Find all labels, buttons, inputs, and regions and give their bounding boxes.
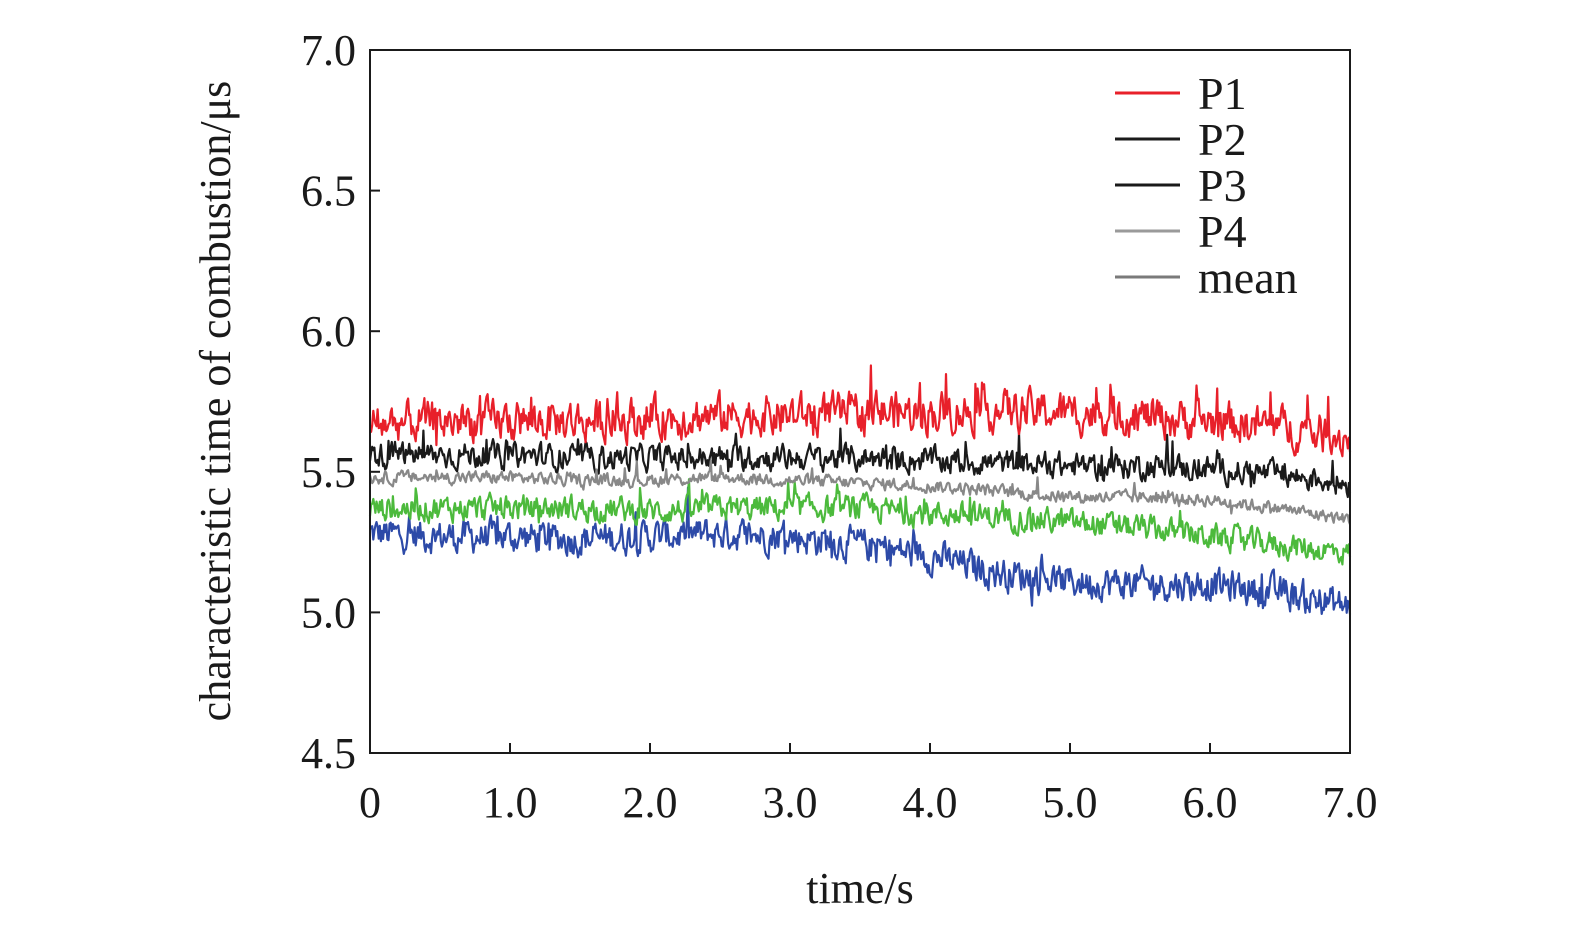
x-axis-ticks: 0 1.0 2.0 3.0 4.0 5.0 6.0 7.0 [359,743,1378,827]
y-axis-title: characteristic time of combustion/μs [191,81,240,722]
legend-label-mean: mean [1198,252,1298,303]
y-tick-label: 4.5 [301,729,356,778]
x-tick-label: 0 [359,778,381,827]
plot-frame [369,49,1351,754]
x-tick-label: 7.0 [1323,778,1378,827]
y-tick-label: 7.0 [301,26,356,75]
y-tick-label: 5.0 [301,588,356,637]
legend-label-p3: P3 [1198,160,1247,211]
x-tick-label: 2.0 [623,778,678,827]
x-tick-label: 3.0 [763,778,818,827]
x-tick-label: 5.0 [1043,778,1098,827]
x-tick-label: 1.0 [483,778,538,827]
series-line-mean [368,459,1352,525]
series-line-p2 [368,427,1352,499]
series-line-p4 [368,478,1352,566]
plot-lines [368,364,1352,616]
x-axis-title: time/s [806,864,914,913]
y-axis-ticks: 4.5 5.0 5.5 6.0 6.5 7.0 [301,26,380,778]
x-tick-label: 4.0 [903,778,958,827]
y-tick-label: 5.5 [301,448,356,497]
series-line-p3 [369,486,1352,616]
legend-label-p2: P2 [1198,114,1247,165]
y-tick-label: 6.5 [301,167,356,216]
legend-label-p4: P4 [1198,206,1247,257]
legend-label-p1: P1 [1198,68,1247,119]
series-line-p1 [368,364,1352,458]
y-tick-label: 6.0 [301,307,356,356]
x-tick-label: 6.0 [1183,778,1238,827]
